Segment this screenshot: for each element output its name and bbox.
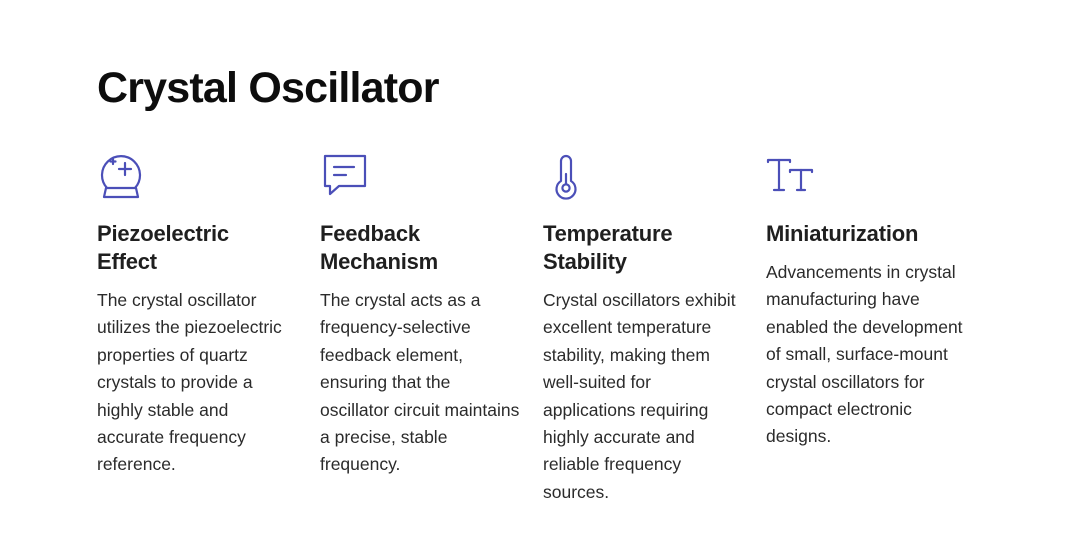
feature-description: Advancements in crystal manufacturing ha…	[766, 262, 963, 447]
feature-piezoelectric: Piezoelectric Effect The crystal oscilla…	[97, 150, 297, 506]
feature-description: Crystal oscillators exhibit excellent te…	[543, 290, 736, 502]
feature-miniaturization: Miniaturization Advancements in crystal …	[766, 150, 966, 506]
message-icon	[320, 150, 372, 202]
thermometer-icon	[543, 150, 595, 202]
crystal-ball-icon	[97, 150, 149, 202]
text-size-icon	[766, 150, 818, 202]
feature-description: The crystal acts as a frequency-selectiv…	[320, 290, 520, 475]
feature-description: The crystal oscillator utilizes the piez…	[97, 290, 282, 475]
feature-title: Temperature Stability	[543, 221, 673, 274]
feature-title: Miniaturization	[766, 221, 919, 246]
feature-temperature: Temperature Stability Crystal oscillator…	[543, 150, 743, 506]
page-title: Crystal Oscillator	[97, 64, 440, 112]
feature-title: Piezoelectric Effect	[97, 221, 229, 274]
feature-feedback: Feedback Mechanism The crystal acts as a…	[320, 150, 520, 506]
feature-grid: Piezoelectric Effect The crystal oscilla…	[97, 150, 966, 506]
feature-title: Feedback Mechanism	[320, 221, 439, 274]
